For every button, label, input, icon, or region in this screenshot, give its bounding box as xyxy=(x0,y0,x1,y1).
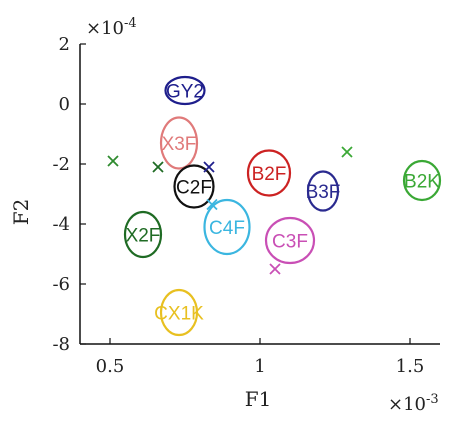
cluster-ellipse-c2f xyxy=(173,164,215,209)
cluster-label-gy2: GY2 xyxy=(166,82,204,103)
cluster-ellipse-cx1k xyxy=(159,288,199,337)
y-ticks: 2 0 -2 -4 -6 -8 xyxy=(52,34,86,355)
y-tick-label: -4 xyxy=(52,214,70,235)
cluster-label-c4f: C4F xyxy=(209,218,245,239)
y-axis-multiplier: ×10-4 xyxy=(86,16,137,39)
y-tick-label: 0 xyxy=(59,94,70,115)
cluster-ellipse-x2f xyxy=(123,210,163,259)
cross-marker-stroke xyxy=(269,263,281,275)
x-axis-label: F1 xyxy=(245,387,272,411)
x-axis-multiplier: ×10-3 xyxy=(388,392,439,415)
y-tick-label: -6 xyxy=(52,274,70,295)
markers xyxy=(107,146,353,275)
cross-marker xyxy=(341,146,353,158)
cluster-label-b2f: B2F xyxy=(252,164,287,185)
cluster-label-b3f: B3F xyxy=(306,182,341,203)
cluster-ellipse-b3f xyxy=(306,170,340,212)
cross-marker xyxy=(269,263,281,275)
cluster-ellipse-gy2 xyxy=(164,75,206,106)
cluster-ellipse-x3f xyxy=(159,116,199,170)
cross-marker xyxy=(152,161,164,173)
cross-marker-stroke xyxy=(203,161,215,173)
clusters: GY2 X3F C2F B2F B3F B2K X2F C4F C3F CX1K xyxy=(123,75,442,337)
cluster-label-c2f: C2F xyxy=(176,178,212,199)
x-tick-label: 0.5 xyxy=(96,356,125,377)
axes: 0.5 1 1.5 2 0 -2 -4 -6 -8 xyxy=(52,34,440,377)
cross-marker xyxy=(107,155,119,167)
cluster-label-cx1k: CX1K xyxy=(154,304,204,325)
cross-marker xyxy=(206,198,218,211)
y-tick-label: 2 xyxy=(59,34,70,55)
cluster-ellipse-c4f xyxy=(203,198,251,256)
cluster-ellipse-b2k xyxy=(402,159,442,202)
cluster-ellipse-c3f xyxy=(264,216,316,265)
cross-marker-stroke xyxy=(107,155,119,167)
cluster-label-x3f: X3F xyxy=(162,134,197,155)
cross-marker xyxy=(203,161,215,173)
cluster-label-x2f: X2F xyxy=(126,226,161,247)
x-tick-label: 1.5 xyxy=(396,356,425,377)
cluster-ellipse-b2f xyxy=(246,149,292,197)
cross-marker-stroke xyxy=(341,146,353,158)
cross-marker-stroke xyxy=(206,198,218,211)
cross-marker-stroke xyxy=(152,161,164,173)
x-ticks: 0.5 1 1.5 xyxy=(96,338,425,377)
y-tick-label: -8 xyxy=(52,334,70,355)
cluster-label-b2k: B2K xyxy=(404,172,440,193)
x-tick-label: 1 xyxy=(254,356,265,377)
y-tick-label: -2 xyxy=(52,154,70,175)
y-axis-label: F2 xyxy=(9,199,33,226)
cluster-label-c3f: C3F xyxy=(272,232,308,253)
